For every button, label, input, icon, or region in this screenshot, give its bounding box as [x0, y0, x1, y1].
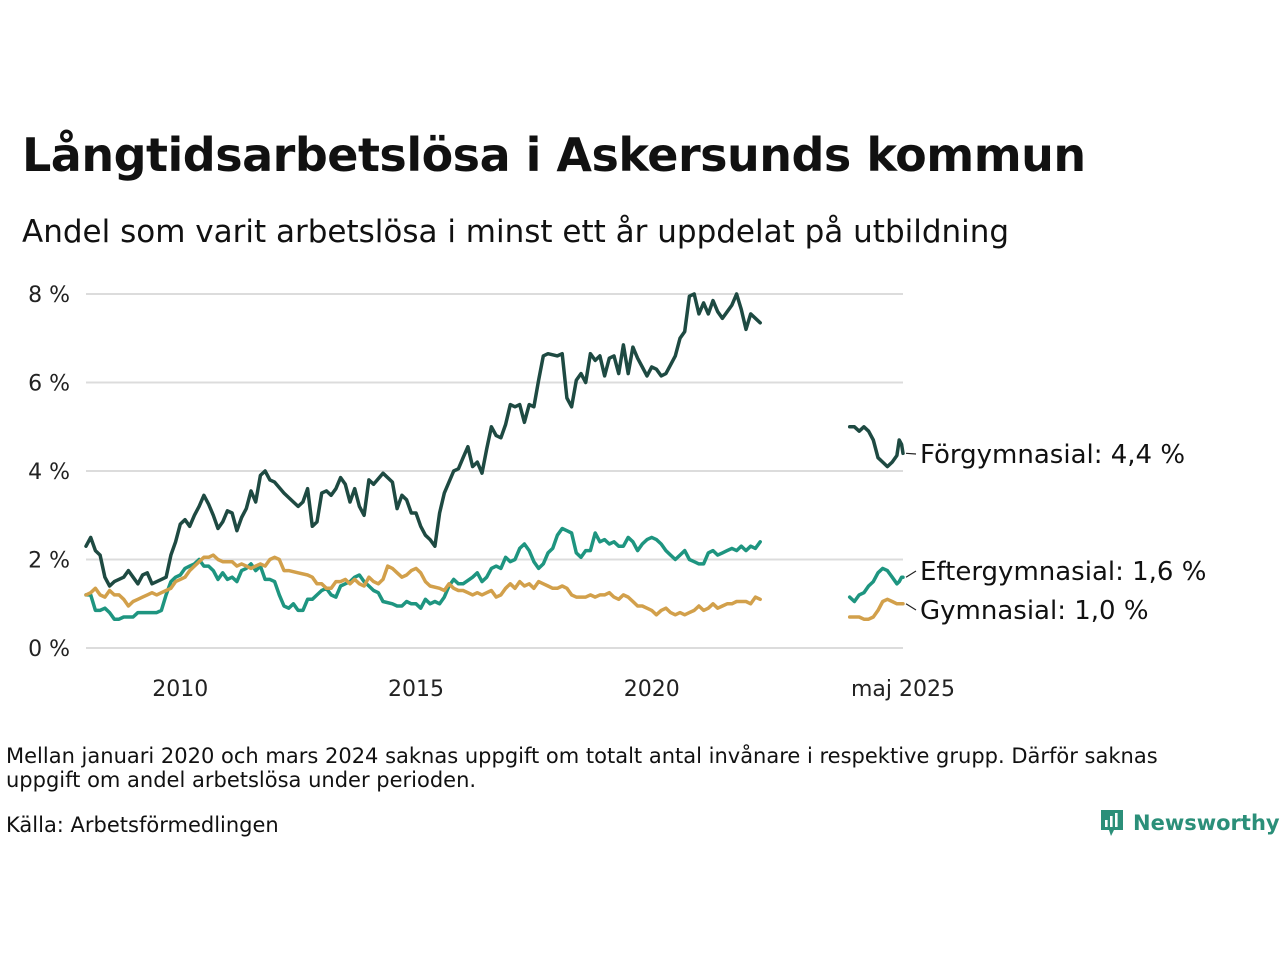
series-line-förgymnasial — [847, 425, 905, 469]
x-tick-label: 2010 — [152, 677, 208, 702]
y-tick-label: 0 % — [28, 637, 70, 662]
bar-chart-logo-icon — [1101, 810, 1123, 836]
series-end-label: Gymnasial: 1,0 % — [920, 596, 1149, 626]
chart-source: Källa: Arbetsförmedlingen — [6, 813, 279, 837]
label-connector — [905, 603, 917, 611]
series-line-gymnasial — [84, 553, 762, 617]
x-tick-label: 2020 — [624, 677, 680, 702]
label-connector — [905, 570, 917, 578]
chart-title: Långtidsarbetslösa i Askersunds kommun — [22, 128, 1086, 182]
line-chart: 0 % 2 % 4 % 6 % 8 % 2010 2015 2020 maj 2025 För… — [28, 283, 1206, 702]
gridlines — [86, 293, 903, 649]
series-line-eftergymnasial — [847, 566, 905, 604]
label-connector — [905, 452, 917, 455]
chart-subtitle: Andel som varit arbetslösa i minst ett å… — [22, 214, 1010, 250]
y-tick-label: 6 % — [28, 372, 70, 397]
y-tick-label: 2 % — [28, 549, 70, 574]
y-tick-label: 4 % — [28, 460, 70, 485]
x-tick-label: 2015 — [388, 677, 444, 702]
y-tick-label: 8 % — [28, 283, 70, 308]
series-lines — [84, 292, 905, 621]
brand-name: Newsworthy — [1133, 811, 1280, 835]
series-line-gymnasial — [847, 597, 905, 621]
chart-note: Mellan januari 2020 och mars 2024 saknas… — [6, 744, 1158, 792]
brand-logo[interactable]: Newsworthy — [1099, 808, 1280, 838]
x-axis-ticks: 2010 2015 2020 maj 2025 — [152, 677, 955, 702]
series-end-label: Eftergymnasial: 1,6 % — [920, 557, 1206, 587]
series-end-labels: Förgymnasial: 4,4 % Eftergymnasial: 1,6 %… — [905, 440, 1206, 626]
series-line-förgymnasial — [84, 292, 762, 588]
y-axis-ticks: 0 % 2 % 4 % 6 % 8 % — [28, 283, 70, 662]
series-end-label: Förgymnasial: 4,4 % — [920, 440, 1185, 470]
x-tick-label: maj 2025 — [851, 677, 955, 702]
